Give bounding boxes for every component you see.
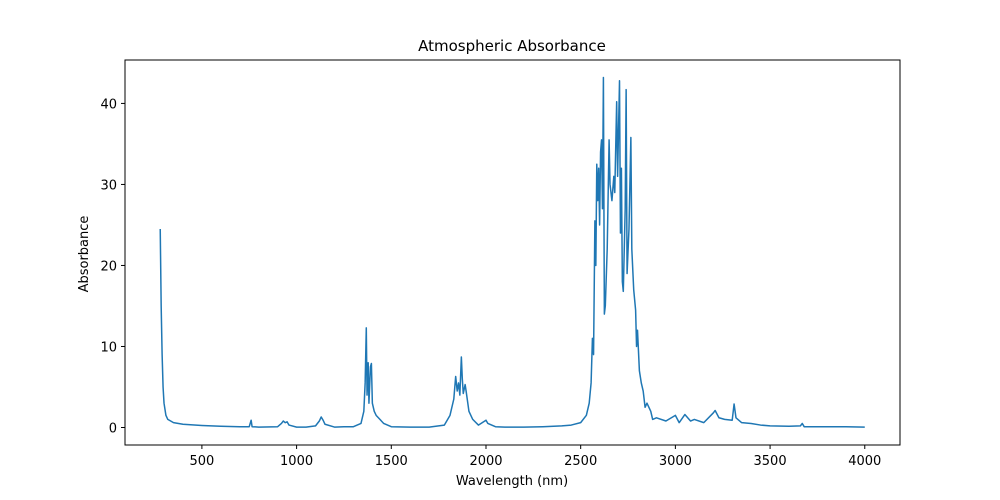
x-tick-label: 1000: [280, 454, 313, 469]
y-tick-label: 20: [100, 259, 117, 274]
x-tick-label: 2000: [469, 454, 502, 469]
chart-title: Atmospheric Absorbance: [418, 37, 606, 55]
data-line: [159, 76, 865, 428]
y-tick-label: 30: [100, 178, 117, 193]
x-tick-label: 3000: [659, 454, 692, 469]
y-tick-label: 0: [109, 422, 117, 437]
x-tick-label: 3500: [754, 454, 787, 469]
y-tick-label: 10: [100, 340, 117, 355]
x-tick-label: 1500: [375, 454, 408, 469]
x-axis-label: Wavelength (nm): [456, 474, 568, 489]
x-tick-label: 2500: [564, 454, 597, 469]
y-axis-label: Absorbance: [77, 216, 92, 293]
x-tick-label: 4000: [848, 454, 881, 469]
x-tick-label: 500: [189, 454, 214, 469]
plot-frame: [124, 59, 901, 446]
y-tick-label: 40: [100, 97, 117, 112]
